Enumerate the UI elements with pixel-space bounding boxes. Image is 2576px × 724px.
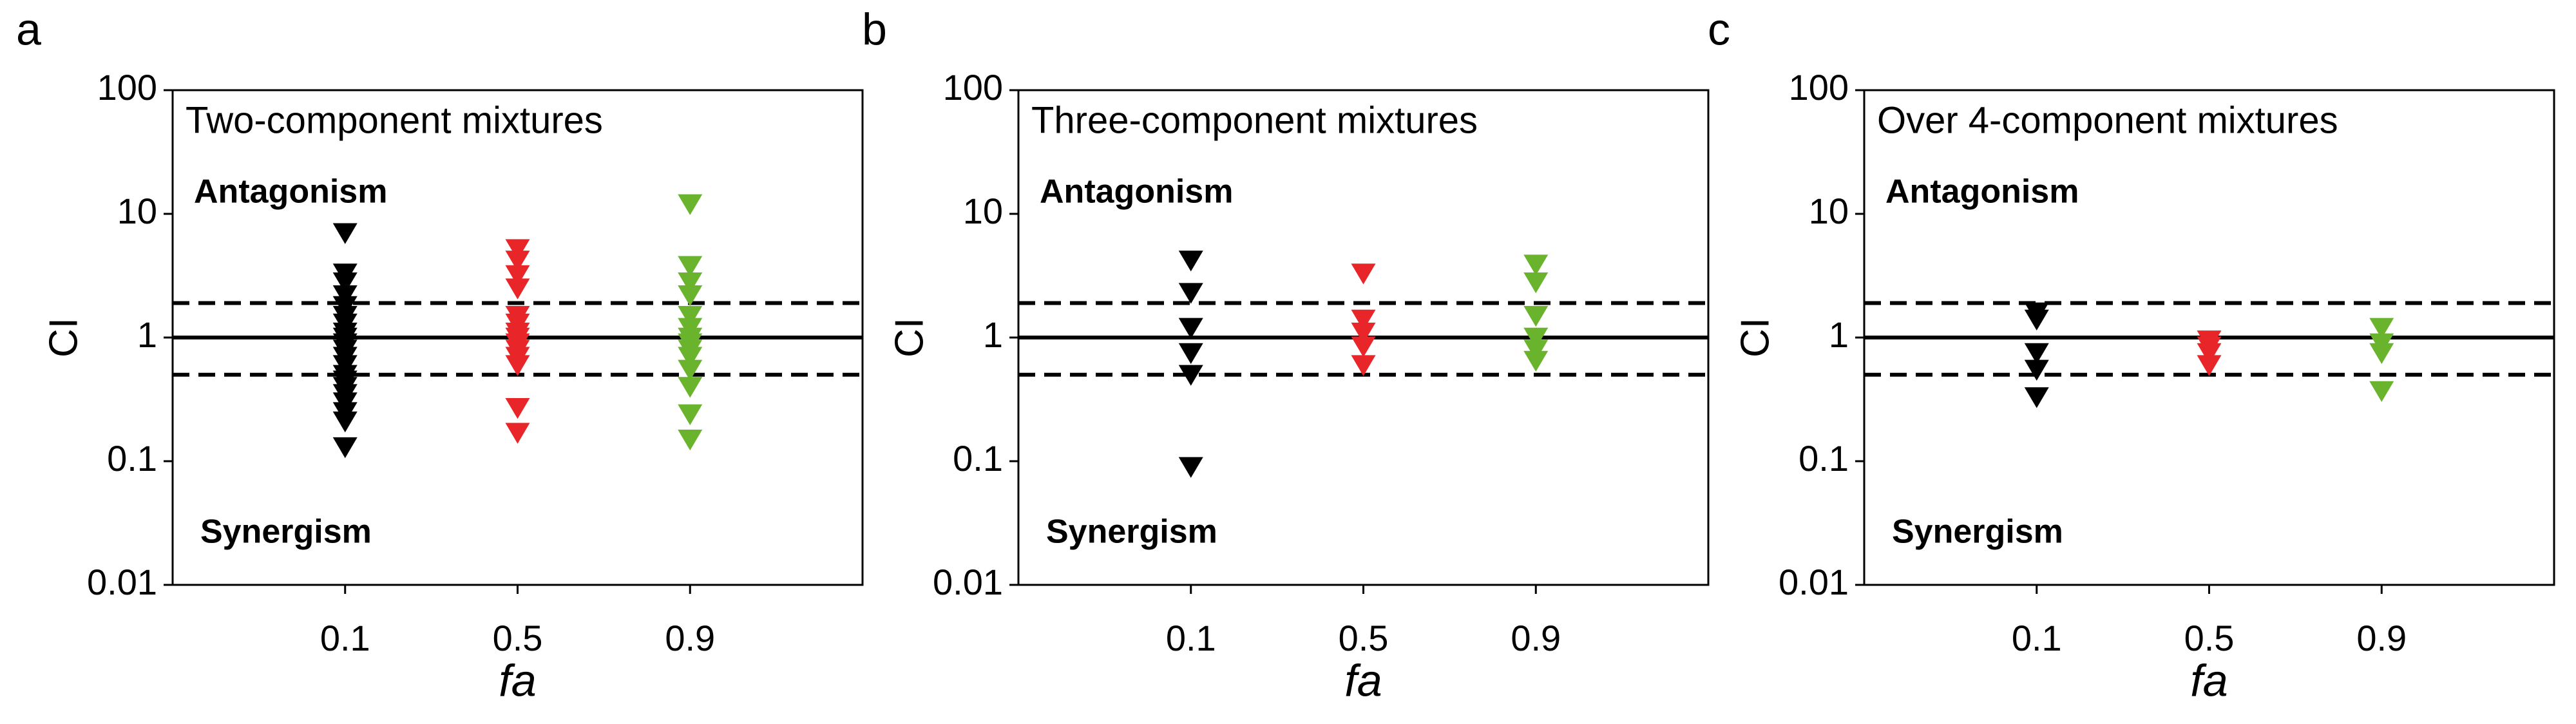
marker: [2024, 359, 2049, 381]
marker: [1178, 365, 1203, 386]
y-axis-label: CI: [1733, 318, 1777, 357]
y-tick-label: 1: [1829, 314, 1849, 355]
annotation: Antagonism: [1040, 173, 1233, 211]
annotation: Synergism: [1046, 513, 1217, 551]
marker: [678, 347, 703, 368]
marker: [505, 278, 530, 300]
marker: [1523, 339, 1549, 361]
x-tick-label: 0.9: [1511, 618, 1561, 658]
panel-title: Three-component mixtures: [1031, 99, 1478, 141]
y-tick-label: 0.01: [933, 562, 1003, 602]
marker: [1178, 457, 1203, 478]
y-tick-label: 1: [983, 314, 1003, 355]
panel-label: c: [1708, 4, 1730, 54]
marker: [678, 404, 703, 426]
x-axis-label: fa: [2190, 655, 2228, 705]
marker: [2024, 387, 2049, 408]
marker: [2024, 309, 2049, 331]
marker: [2024, 343, 2049, 365]
y-tick-label: 0.1: [953, 438, 1003, 479]
marker: [505, 265, 530, 287]
marker: [2197, 355, 2222, 376]
marker: [1523, 254, 1549, 276]
y-tick-label: 0.01: [1779, 562, 1849, 602]
marker: [505, 397, 530, 419]
marker: [678, 256, 703, 277]
y-tick-label: 10: [963, 191, 1003, 231]
marker: [1351, 336, 1376, 357]
x-tick-label: 0.1: [2012, 618, 2062, 658]
x-axis-label: fa: [1344, 655, 1382, 705]
marker: [1351, 309, 1376, 331]
panel-label: a: [16, 4, 41, 54]
marker: [1523, 305, 1549, 327]
x-tick-label: 0.5: [1339, 618, 1389, 658]
marker: [2369, 318, 2394, 339]
annotation: Antagonism: [1885, 173, 2079, 211]
marker: [1523, 272, 1549, 294]
marker: [505, 423, 530, 444]
marker: [2369, 381, 2394, 403]
x-tick-label: 0.5: [493, 618, 543, 658]
marker: [2369, 343, 2394, 365]
y-tick-label: 0.01: [87, 562, 157, 602]
y-tick-label: 1: [137, 314, 157, 355]
marker: [1351, 263, 1376, 285]
marker: [2197, 343, 2222, 365]
x-tick-label: 0.5: [2184, 618, 2235, 658]
marker: [1351, 355, 1376, 376]
marker: [332, 223, 358, 244]
marker: [678, 194, 703, 215]
panel-label: b: [862, 4, 887, 54]
panel-title: Over 4-component mixtures: [1877, 99, 2338, 141]
marker: [678, 285, 703, 307]
x-axis-label: fa: [499, 655, 536, 705]
marker: [1523, 327, 1549, 349]
x-tick-label: 0.9: [665, 618, 715, 658]
marker: [1178, 283, 1203, 304]
annotation: Synergism: [200, 513, 372, 551]
x-tick-label: 0.1: [320, 618, 370, 658]
marker: [678, 305, 703, 327]
marker: [1178, 343, 1203, 365]
y-axis-label: CI: [887, 318, 931, 357]
marker: [1351, 322, 1376, 344]
y-tick-label: 10: [117, 191, 157, 231]
annotation: Antagonism: [194, 173, 387, 211]
x-tick-label: 0.1: [1166, 618, 1216, 658]
y-tick-label: 0.1: [1798, 438, 1849, 479]
panel-title: Two-component mixtures: [186, 99, 603, 141]
marker: [505, 239, 530, 260]
x-tick-label: 0.9: [2356, 618, 2407, 658]
y-tick-label: 0.1: [107, 438, 157, 479]
marker: [505, 251, 530, 272]
marker: [678, 377, 703, 398]
annotation: Synergism: [1892, 513, 2063, 551]
marker: [332, 272, 358, 294]
marker: [1178, 318, 1203, 339]
y-tick-label: 100: [97, 67, 157, 108]
marker: [1523, 350, 1549, 372]
y-tick-label: 100: [1789, 67, 1849, 108]
marker: [678, 272, 703, 294]
marker: [332, 437, 358, 459]
marker: [505, 355, 530, 376]
marker: [332, 411, 358, 433]
marker: [332, 285, 358, 307]
marker: [1178, 251, 1203, 272]
marker: [678, 359, 703, 381]
y-tick-label: 10: [1809, 191, 1849, 231]
y-tick-label: 100: [943, 67, 1003, 108]
marker: [678, 429, 703, 451]
y-axis-label: CI: [41, 318, 86, 357]
